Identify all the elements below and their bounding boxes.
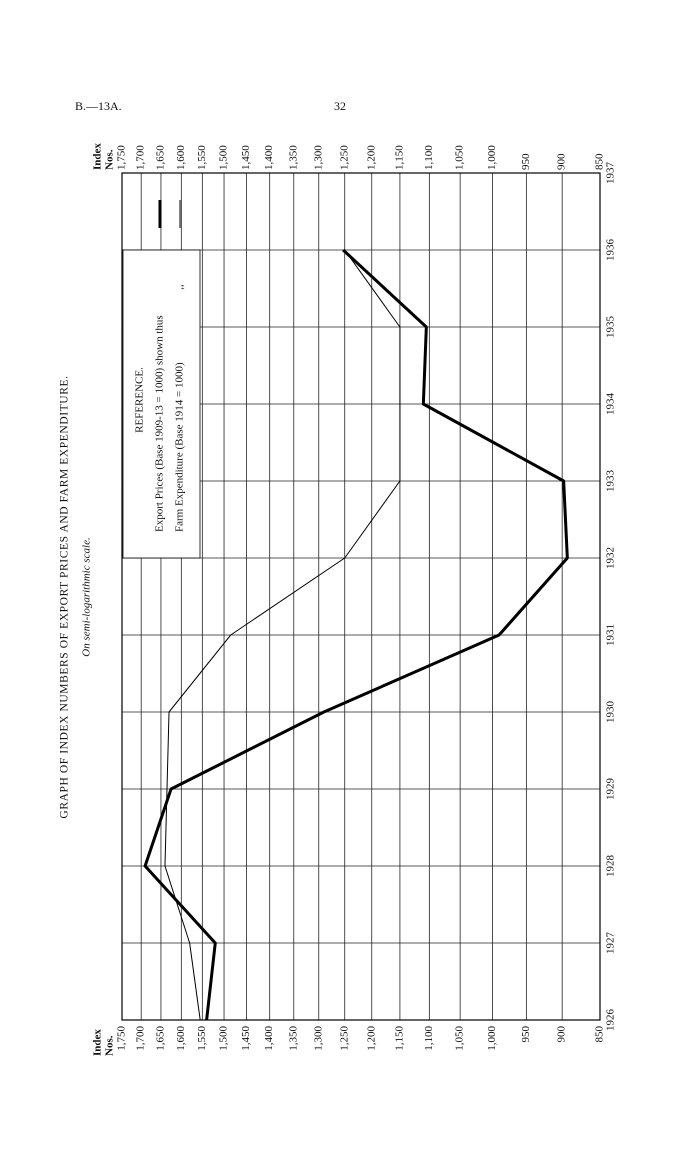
chart-title: GRAPH OF INDEX NUMBERS OF EXPORT PRICES … — [59, 375, 71, 818]
y-tick-label: 850 — [594, 1026, 606, 1043]
y-tick-label: 1,400 — [263, 145, 275, 170]
plot-frame — [121, 172, 601, 1021]
x-tick-label: 1928 — [605, 855, 617, 878]
y-tick-label: 1,150 — [393, 1026, 405, 1051]
y-tick-label: 1,250 — [338, 1026, 350, 1051]
y-tick-label: 1,700 — [135, 145, 147, 170]
y-tick-label: 1,600 — [175, 145, 187, 170]
y-tick-label: 1,750 — [116, 1026, 128, 1051]
x-tick-label: 1931 — [605, 624, 617, 646]
y-tick-label: 1,300 — [312, 1026, 324, 1051]
y-tick-label: 1,450 — [240, 1026, 252, 1051]
y-tick-label: 1,000 — [486, 1026, 498, 1051]
x-tick-label: 1930 — [605, 701, 617, 724]
y-tick-label: 950 — [520, 1026, 532, 1043]
page-number: 32 — [334, 99, 346, 113]
y-tick-label: 1,500 — [218, 1026, 230, 1051]
x-tick-label: 1929 — [605, 778, 617, 801]
y-tick-label: 1,650 — [154, 145, 166, 170]
y-tick-label: 1,000 — [486, 145, 498, 170]
header-left: B.—13A. — [75, 99, 122, 113]
y-tick-label: 1,350 — [287, 1026, 299, 1051]
y-tick-label: 900 — [556, 153, 568, 170]
y-axis-label: Nos. — [104, 1035, 116, 1056]
y-tick-label: 1,100 — [423, 145, 435, 170]
y-tick-label: 1,050 — [454, 145, 466, 170]
y-tick-label: 1,350 — [287, 145, 299, 170]
x-tick-label: 1936 — [605, 239, 617, 262]
y-tick-label: 1,400 — [263, 1026, 275, 1051]
y-tick-label: 950 — [520, 153, 532, 170]
y-tick-label: 1,600 — [175, 1026, 187, 1051]
x-tick-label: 1926 — [605, 1009, 617, 1032]
y-tick-label: 1,650 — [154, 1026, 166, 1051]
y-tick-label: 1,250 — [338, 145, 350, 170]
y-tick-label: 1,100 — [423, 1026, 435, 1051]
y-tick-label: 1,150 — [393, 145, 405, 170]
chart-subtitle: On semi-logarithmic scale. — [81, 537, 93, 656]
y-axis-label: Nos. — [104, 149, 116, 170]
legend-ditto: ,, — [174, 284, 186, 290]
y-tick-label: 1,550 — [196, 145, 208, 170]
y-tick-label: 1,700 — [135, 1026, 147, 1051]
y-axis-label: Index — [92, 143, 104, 170]
series-line — [143, 248, 569, 1021]
y-tick-label: 1,050 — [454, 1026, 466, 1051]
y-tick-label: 900 — [556, 1026, 568, 1043]
y-tick-label: 850 — [594, 153, 606, 170]
legend-box — [122, 249, 201, 559]
y-tick-label: 1,200 — [365, 1026, 377, 1051]
y-tick-label: 1,750 — [116, 145, 128, 170]
y-axis-label: Index — [92, 1029, 104, 1056]
x-tick-label: 1927 — [605, 932, 617, 955]
x-tick-label: 1935 — [605, 316, 617, 339]
series-line — [164, 249, 401, 1021]
x-tick-label: 1933 — [605, 470, 617, 493]
x-tick-label: 1937 — [605, 162, 617, 185]
y-tick-label: 1,450 — [240, 145, 252, 170]
y-tick-label: 1,500 — [218, 145, 230, 170]
legend-label: Export Prices (Base 1909-13 = 1000) show… — [154, 315, 166, 532]
x-tick-label: 1932 — [605, 547, 617, 569]
y-tick-label: 1,300 — [312, 145, 324, 170]
y-tick-label: 1,200 — [365, 145, 377, 170]
y-tick-label: 1,550 — [196, 1026, 208, 1051]
legend-title: REFERENCE. — [134, 367, 146, 433]
x-tick-label: 1934 — [605, 393, 617, 416]
legend-label: Farm Expenditure (Base 1914 = 1000) — [174, 362, 186, 532]
